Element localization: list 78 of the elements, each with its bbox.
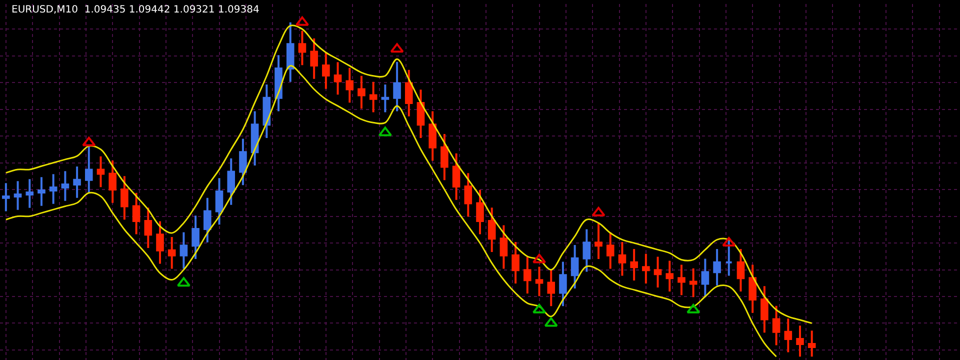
candlestick (73, 165, 81, 199)
candlestick (298, 30, 306, 66)
candlestick (796, 324, 804, 358)
candlestick (204, 196, 212, 244)
candlestick (334, 61, 342, 96)
candlestick (582, 228, 591, 273)
candlestick (310, 37, 318, 80)
candlestick (144, 206, 152, 250)
candlestick (535, 266, 544, 298)
point (82, 136, 96, 146)
candlestick (322, 51, 330, 90)
candlestick (346, 66, 354, 104)
candlestick (120, 175, 128, 221)
candlestick (500, 224, 508, 270)
point (544, 317, 558, 327)
candlestick (606, 231, 614, 270)
candlestick (38, 176, 46, 207)
point (378, 126, 392, 136)
candlestick (192, 214, 200, 260)
candlestick (594, 222, 602, 260)
candlestick (14, 180, 22, 211)
candlestick (250, 110, 259, 166)
candlestick (168, 236, 176, 270)
candlestick (369, 80, 378, 114)
candlestick (180, 231, 188, 270)
candlestick (156, 220, 164, 265)
candlestick (440, 133, 448, 182)
candlestick (748, 264, 756, 314)
candlestick (61, 170, 70, 202)
candlestick (227, 157, 236, 206)
point (390, 43, 404, 53)
candlestick (701, 258, 710, 298)
candlestick (2, 182, 10, 212)
candlestick (393, 60, 401, 112)
candlestick (239, 138, 247, 186)
candlestick (358, 74, 366, 110)
point (686, 304, 700, 314)
candlestick (547, 268, 556, 308)
candlestick (678, 264, 686, 296)
candlestick (274, 54, 282, 112)
candlestick (559, 260, 567, 308)
candlestick (512, 241, 520, 284)
candlestick (488, 206, 496, 254)
candlestick (784, 318, 792, 354)
candlestick (108, 159, 116, 204)
candlestick (49, 173, 58, 205)
candlestick (736, 248, 745, 292)
candlestick (654, 256, 662, 288)
candlestick (666, 260, 674, 292)
candlestick (262, 84, 271, 140)
candlestick (476, 188, 484, 236)
candlestick (524, 256, 532, 294)
candlestick (760, 285, 768, 334)
candlestick (713, 248, 721, 286)
point (295, 16, 309, 26)
point (176, 277, 190, 287)
candlestick (381, 84, 390, 114)
candlestick (724, 240, 733, 277)
candlestick (570, 244, 579, 290)
candlestick (132, 192, 140, 236)
candlestick (618, 241, 626, 277)
candlestick (452, 152, 460, 201)
candlestick (416, 88, 425, 140)
candlestick (772, 304, 780, 346)
candlestick (215, 177, 224, 226)
candlestick (404, 68, 413, 118)
chart-title: EURUSD,M10 1.09435 1.09442 1.09321 1.09384 (12, 4, 260, 16)
candlestick (84, 145, 93, 194)
candlestick (428, 110, 436, 162)
candlestick (96, 155, 105, 188)
candlestick (689, 267, 698, 298)
candlestick (642, 252, 650, 284)
candlestick (808, 330, 816, 358)
point (592, 206, 606, 216)
candlestick (464, 172, 472, 218)
candlestick (286, 21, 294, 83)
candlestick (26, 178, 34, 209)
candlestick (630, 248, 638, 282)
